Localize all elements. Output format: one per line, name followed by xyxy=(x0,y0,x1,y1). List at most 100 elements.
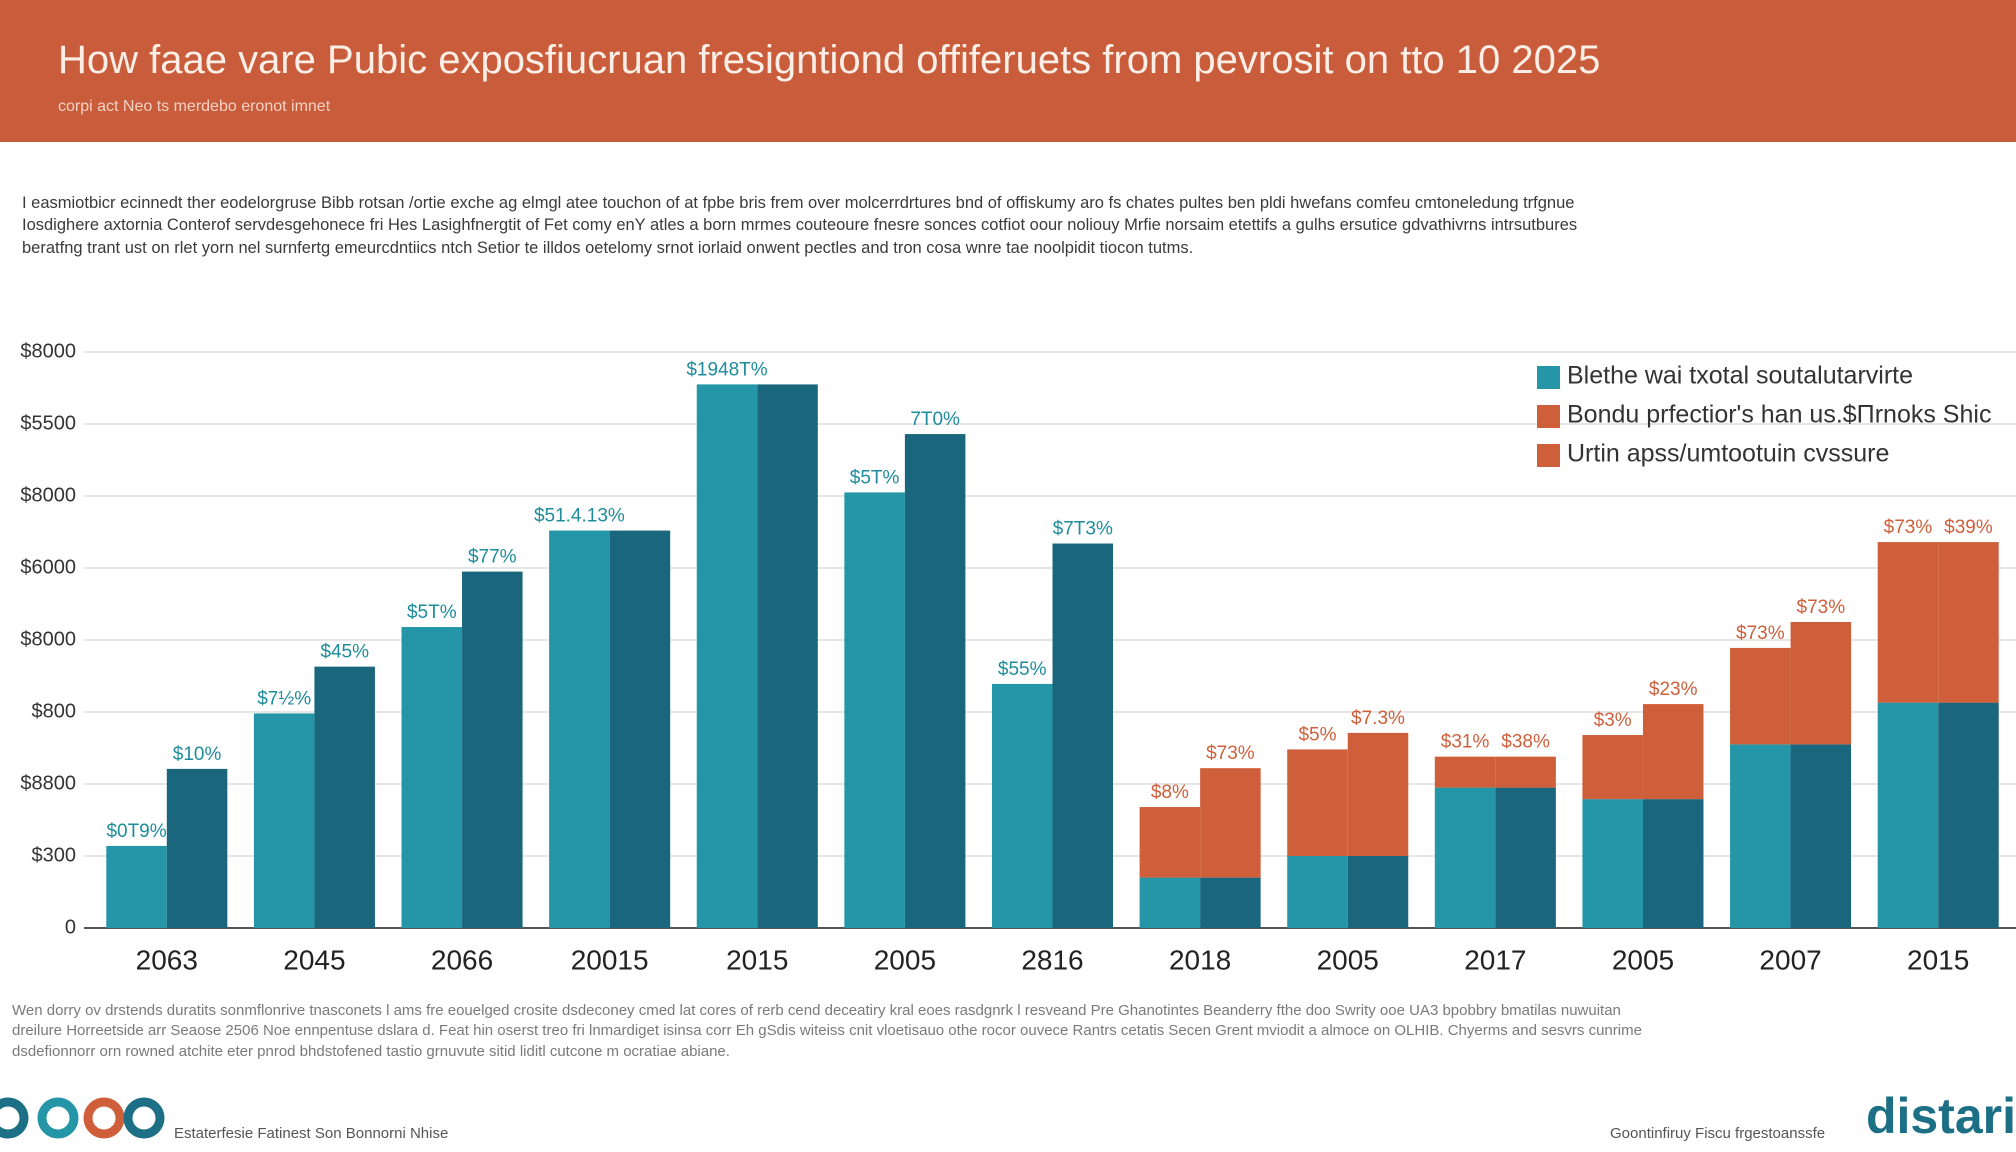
bar-label: $7.3% xyxy=(1351,708,1405,729)
intro-line: I easmiotbicr ecinnedt ther eodelorgruse… xyxy=(22,194,1575,212)
x-tick-label: 2015 xyxy=(726,944,788,975)
x-tick-label: 2007 xyxy=(1759,944,1821,975)
subtitle: corpi act Neo ts merdebo eronot imnet xyxy=(58,98,331,115)
bar-segment xyxy=(314,666,375,928)
footer-right: Goontinfiruy Fiscu frgestoanssfe xyxy=(1610,1125,1825,1142)
bar-segment xyxy=(1730,647,1791,745)
legend-label: Urtin apss/umtootuin cvssure xyxy=(1567,440,1889,468)
bar-label: $51.4.13% xyxy=(534,506,625,527)
header: How faae vare Pubic exposfiucruan fresig… xyxy=(0,0,2016,142)
bar-segment xyxy=(1052,543,1114,928)
bar-label: $77% xyxy=(468,547,517,568)
bar-segment xyxy=(1877,702,1939,928)
y-tick-label: $8800 xyxy=(20,772,76,794)
bar-label: $23% xyxy=(1649,679,1698,700)
brand: distari xyxy=(1866,1088,2016,1144)
y-tick-label: $300 xyxy=(32,844,77,866)
bar-segment xyxy=(106,845,167,928)
bar-segment xyxy=(991,683,1053,928)
bar-segment xyxy=(1434,756,1496,788)
bar-label: $73% xyxy=(1797,597,1846,618)
bar-segment xyxy=(1139,807,1201,878)
bar-segment xyxy=(1287,749,1348,856)
bar-segment xyxy=(609,530,671,928)
logo xyxy=(0,1097,165,1139)
y-tick-label: $6000 xyxy=(20,556,76,578)
bar-label: $38% xyxy=(1501,732,1550,753)
bar-segment xyxy=(1582,799,1643,928)
title: How faae vare Pubic exposfiucruan fresig… xyxy=(58,38,1601,82)
bar-label: 7T0% xyxy=(910,409,960,430)
bar-segment xyxy=(401,627,463,928)
bar-label: $45% xyxy=(320,642,369,663)
bar-segment xyxy=(1790,744,1852,928)
x-tick-label: 2005 xyxy=(1317,944,1379,975)
bar-label: $5T% xyxy=(850,467,900,488)
bar-label: $5% xyxy=(1298,724,1336,745)
footnote-line: Wen dorry ov drstends duratits sonmflonr… xyxy=(12,1002,1621,1019)
y-tick-label: 0 xyxy=(65,916,76,938)
bar-label: $73% xyxy=(1206,743,1255,764)
bar-label: $5T% xyxy=(407,602,457,623)
bar-segment xyxy=(1347,856,1409,928)
y-tick-label: $8000 xyxy=(20,628,76,650)
bar-label: $10% xyxy=(173,744,222,765)
bar-segment xyxy=(166,768,228,928)
x-tick-label: 2018 xyxy=(1169,944,1231,975)
x-tick-label: 2066 xyxy=(431,944,493,975)
bar-segment xyxy=(1139,877,1201,928)
bar-segment xyxy=(1730,744,1791,928)
bar-segment xyxy=(1642,704,1704,800)
bar-segment xyxy=(696,384,758,928)
footer-left: Estaterfesie Fatinest Son Bonnorni Nhise xyxy=(174,1125,448,1142)
bar-segment xyxy=(1877,542,1939,703)
legend-swatch xyxy=(1537,366,1560,389)
bar-label: $3% xyxy=(1594,710,1632,731)
bar-label: $55% xyxy=(998,659,1047,680)
bar-segment xyxy=(1495,787,1556,928)
x-tick-label: 2045 xyxy=(283,944,345,975)
bar-segment xyxy=(1287,856,1348,928)
bar-label: $8% xyxy=(1151,782,1189,803)
bar-label: $31% xyxy=(1441,732,1490,753)
y-tick-label: $8000 xyxy=(20,340,76,362)
y-tick-label: $800 xyxy=(32,700,77,722)
bar-label: $39% xyxy=(1944,517,1993,538)
bar-segment xyxy=(904,434,966,928)
bar-segment xyxy=(844,492,905,928)
legend-swatch xyxy=(1537,405,1560,428)
x-tick-label: 2816 xyxy=(1021,944,1083,975)
legend-label: Bondu prfectior's han us.$Πrnoks Shic xyxy=(1567,401,1991,429)
bar-segment xyxy=(1790,622,1852,745)
x-tick-label: 2017 xyxy=(1464,944,1526,975)
intro-line: beratfng trant ust on rlet yorn nel surn… xyxy=(22,239,1194,257)
bar-segment xyxy=(1347,732,1409,856)
bar-label: $7T3% xyxy=(1053,519,1113,540)
x-tick-label: 20015 xyxy=(571,944,649,975)
footnote-line: dsdefionnorr orn rowned atchite eter pnr… xyxy=(12,1043,730,1060)
bar-label: $73% xyxy=(1736,623,1785,644)
x-tick-label: 2063 xyxy=(136,944,198,975)
bar-segment xyxy=(1434,787,1496,928)
bar-segment xyxy=(1582,735,1643,800)
bar-segment xyxy=(1938,542,1999,703)
bar-segment xyxy=(1200,877,1261,928)
bar-segment xyxy=(1200,768,1261,878)
bar-label: $0T9% xyxy=(106,821,166,842)
x-tick-label: 2005 xyxy=(874,944,936,975)
bar-label: $73% xyxy=(1884,517,1933,538)
legend-label: Blethe wai txotal soutalutarvirte xyxy=(1567,362,1913,390)
y-tick-label: $5500 xyxy=(20,412,76,434)
bar-segment xyxy=(1642,799,1704,928)
x-tick-label: 2005 xyxy=(1612,944,1674,975)
bar-segment xyxy=(253,713,315,928)
bar-segment xyxy=(462,571,523,928)
bar-segment xyxy=(1938,702,1999,928)
y-tick-label: $8000 xyxy=(20,484,76,506)
bar-segment xyxy=(1495,756,1556,788)
footnote-line: dreilure Horreetside arr Seaose 2506 Noe… xyxy=(12,1022,1642,1039)
intro-line: Iosdighere axtornia Conterof servdesgeho… xyxy=(22,216,1578,234)
bar-segment xyxy=(757,384,818,928)
